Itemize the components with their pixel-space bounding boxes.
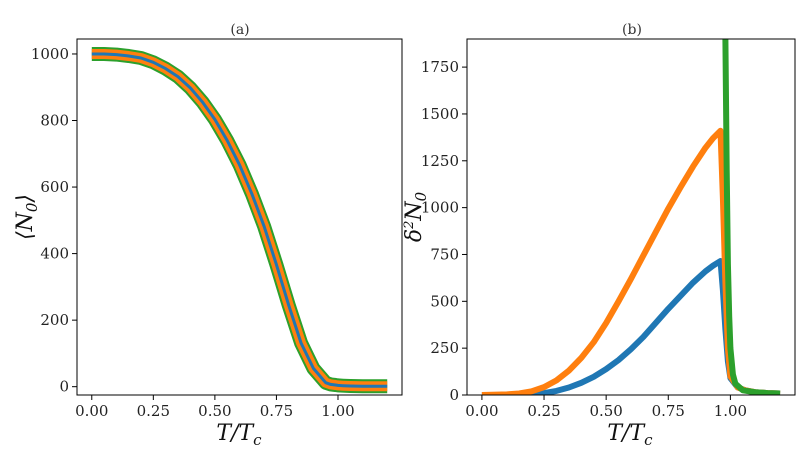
x-tick-label: 1.00: [714, 402, 747, 420]
y-tick-label: 0: [59, 378, 69, 396]
y-tick-label: 1250: [421, 152, 459, 170]
panel-b-title: (b): [622, 22, 642, 38]
panel-a: (a) 0.00 0.25 0.50 0.75 1.00 0 200 400 600 800 10…: [13, 22, 403, 449]
x-tick-label: 0.00: [465, 402, 498, 420]
y-tick-label: 250: [430, 339, 459, 357]
y-tick-label: 400: [40, 245, 69, 263]
x-tick-label: 0.25: [137, 402, 170, 420]
series-line-1: [91, 47, 388, 394]
x-tick-label: 0.25: [527, 402, 560, 420]
series-line-2: [481, 127, 781, 395]
panel-b: (b) 0.00 0.25 0.50 0.75 1.00 0 250 500 750 1000 1…: [402, 22, 796, 449]
series-line-3: [722, 39, 781, 395]
panel-a-y-ticks: 0 200 400 600 800 1000: [31, 45, 77, 396]
y-tick-label: 750: [430, 245, 459, 263]
panel-a-frame: [76, 38, 403, 396]
y-tick-label: 1750: [421, 58, 459, 76]
series-line-3: [91, 52, 388, 388]
y-tick-label: 1000: [31, 45, 69, 63]
x-tick-label: 0.50: [198, 402, 231, 420]
y-tick-label: 1000: [421, 199, 459, 217]
y-tick-label: 600: [40, 178, 69, 196]
series-line-2: [91, 49, 388, 392]
panel-a-x-ticks: 0.00 0.25 0.50 0.75 1.00: [75, 395, 355, 420]
panel-a-title: (a): [230, 22, 249, 38]
x-tick-label: 0.00: [75, 402, 108, 420]
panel-a-y-label: ⟨N0⟩: [13, 194, 41, 240]
panel-b-y-label: δ2N0: [402, 191, 430, 242]
x-tick-label: 0.50: [589, 402, 622, 420]
y-tick-label: 800: [40, 112, 69, 130]
panel-a-series: [91, 47, 388, 394]
panel-b-series: [481, 39, 781, 395]
y-tick-label: 1500: [421, 105, 459, 123]
panel-b-frame: [466, 38, 796, 396]
y-tick-label: 0: [449, 386, 459, 404]
panel-a-x-label: T/Tc: [216, 421, 262, 449]
panel-b-x-ticks: 0.00 0.25 0.50 0.75 1.00: [465, 395, 747, 420]
y-tick-label: 500: [430, 292, 459, 310]
x-tick-label: 0.75: [652, 402, 685, 420]
x-tick-label: 0.75: [260, 402, 293, 420]
panel-b-y-ticks: 0 250 500 750 1000 1250 1500 1750: [421, 58, 467, 404]
y-tick-label: 200: [40, 311, 69, 329]
panel-b-x-label: T/Tc: [607, 421, 653, 449]
x-tick-label: 1.00: [321, 402, 354, 420]
